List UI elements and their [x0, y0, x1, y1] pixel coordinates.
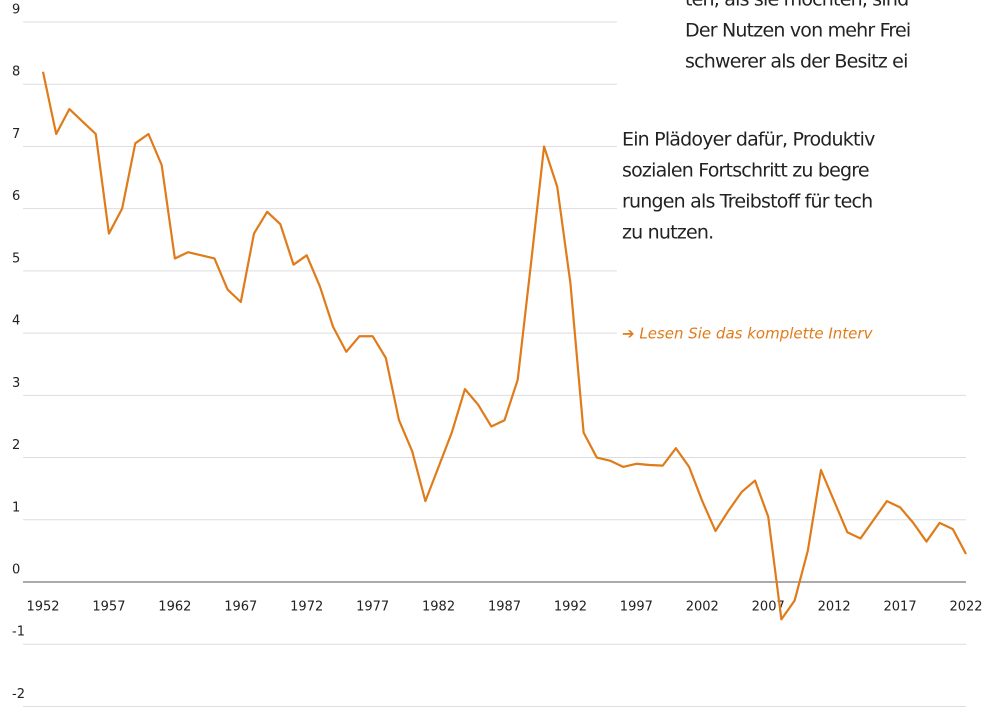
y-tick-label: 1	[12, 500, 20, 515]
x-tick-label: 2002	[686, 600, 719, 615]
quote-line: ten, als sie möchten, sind	[685, 0, 908, 11]
x-tick-label: 1977	[356, 600, 389, 615]
x-tick-label: 1972	[290, 600, 323, 615]
x-tick-label: 1997	[620, 600, 653, 615]
x-tick-label: 1987	[488, 600, 521, 615]
quote-line: schwerer als der Besitz ei	[685, 51, 908, 73]
quote-line: Der Nutzen von mehr Frei	[685, 20, 910, 42]
data-line	[41, 71, 967, 621]
x-tick-label: 1982	[422, 600, 455, 615]
y-tick-label: 7	[12, 127, 20, 142]
y-tick-label: -2	[12, 687, 25, 702]
paragraph-line: rungen als Treibstoff für tech	[622, 191, 872, 213]
x-tick-label: 2022	[949, 600, 982, 615]
x-tick-label: 1952	[26, 600, 59, 615]
y-tick-label: 3	[12, 376, 20, 391]
x-tick-label: 1992	[554, 600, 587, 615]
x-tick-label: 1962	[158, 600, 191, 615]
paragraph-line: sozialen Fortschritt zu begre	[622, 160, 869, 182]
y-tick-label: 2	[12, 438, 20, 453]
x-tick-label: 2012	[818, 600, 851, 615]
x-tick-label: 2017	[884, 600, 917, 615]
y-tick-label: 9	[12, 3, 20, 18]
x-tick-label: 1957	[92, 600, 125, 615]
y-tick-label: 6	[12, 189, 20, 204]
x-tick-label: 2007	[752, 600, 785, 615]
paragraph-line: zu nutzen.	[622, 222, 713, 244]
y-tick-label: -1	[12, 625, 25, 640]
y-tick-label: 0	[12, 563, 20, 578]
x-tick-label: 1967	[224, 600, 257, 615]
y-tick-label: 8	[12, 65, 20, 80]
interview-link[interactable]: ➔ Lesen Sie das komplette Interv	[622, 325, 874, 343]
y-tick-label: 5	[12, 251, 20, 266]
text-panel	[617, 0, 985, 342]
paragraph-line: Ein Plädoyer dafür, Produktiv	[622, 129, 875, 151]
y-tick-label: 4	[12, 314, 20, 329]
